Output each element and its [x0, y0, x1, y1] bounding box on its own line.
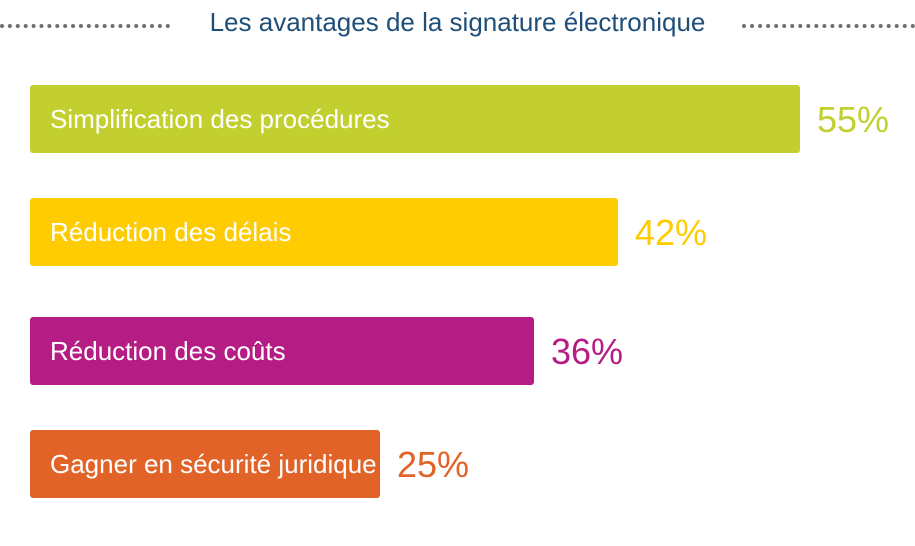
bar-category-label: Simplification des procédures [50, 104, 390, 134]
bar-group: Réduction des délais 42% [30, 198, 707, 266]
bar [30, 430, 380, 498]
bar-value-label: 25% [397, 444, 469, 485]
bar-group: Réduction des coûts 36% [30, 317, 623, 385]
bar-value-label: 36% [551, 331, 623, 372]
dotted-divider-right [742, 24, 915, 28]
bar [30, 198, 618, 266]
chart-title: Les avantages de la signature électroniq… [209, 7, 706, 37]
title-row: Les avantages de la signature électroniq… [0, 0, 915, 46]
bar-value-label: 42% [635, 212, 707, 253]
bar [30, 317, 534, 385]
bar-group: Gagner en sécurité juridique 25% [30, 430, 469, 498]
bar-value-label: 55% [817, 99, 889, 140]
bar-category-label: Réduction des délais [50, 217, 291, 247]
bar-category-label: Gagner en sécurité juridique [50, 449, 377, 479]
dotted-divider-left [0, 24, 170, 28]
bar-group: Simplification des procédures 55% [30, 85, 889, 153]
bar [30, 85, 800, 153]
bar-category-label: Réduction des coûts [50, 336, 286, 366]
